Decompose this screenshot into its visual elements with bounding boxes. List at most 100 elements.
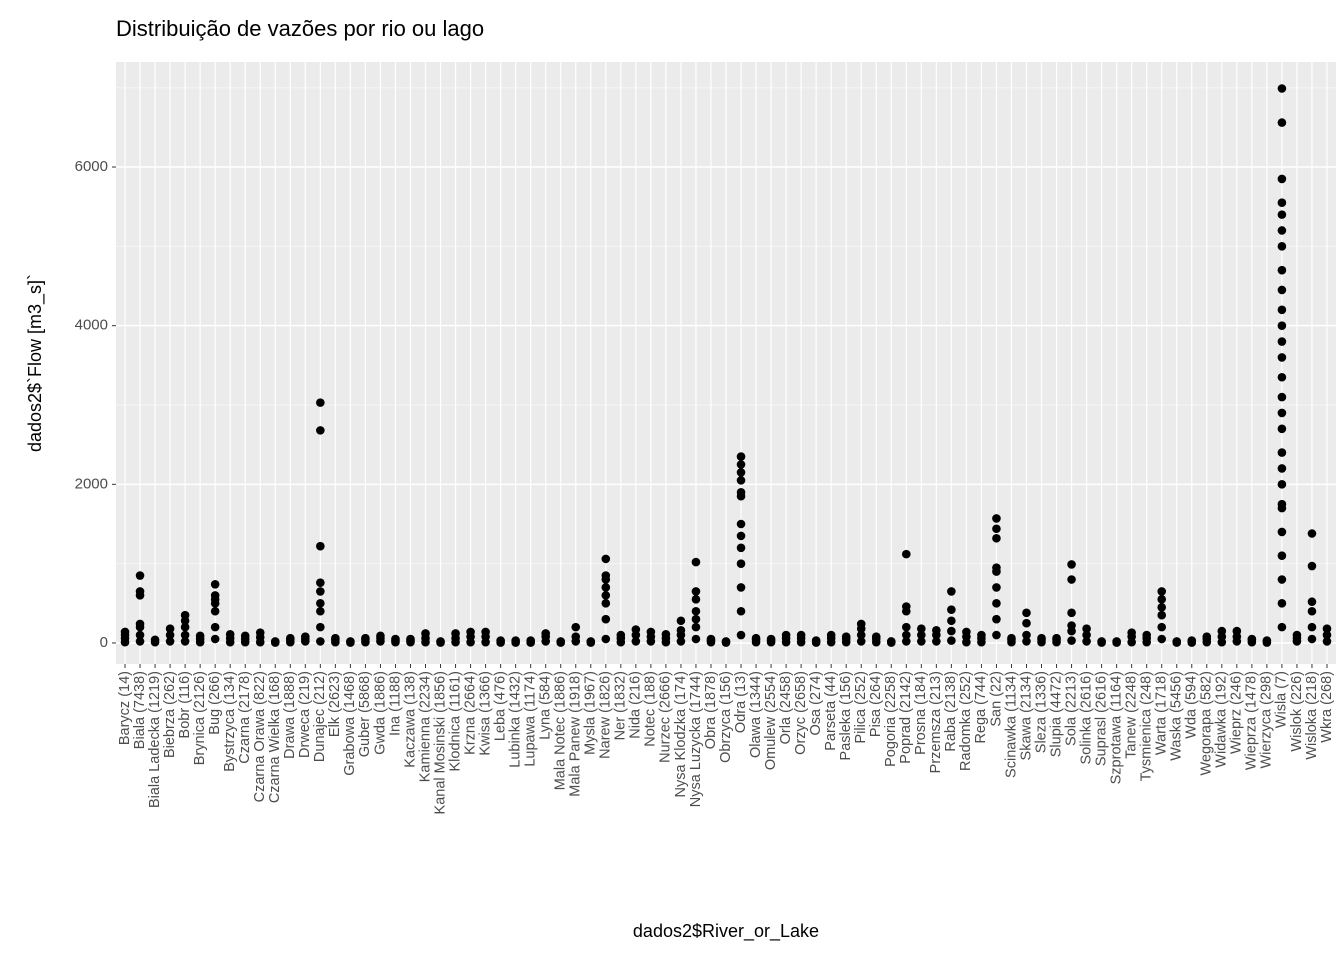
- point: [691, 622, 701, 632]
- y-axis-title: dados2$`Flow [m3_s]`: [25, 274, 46, 452]
- point: [947, 587, 956, 596]
- point: [1307, 606, 1317, 616]
- point: [316, 578, 325, 587]
- point: [947, 626, 956, 636]
- x-tick-label: Solinka (2616): [1078, 671, 1094, 765]
- point: [165, 630, 175, 640]
- point: [1277, 392, 1287, 402]
- point: [601, 614, 611, 624]
- point: [240, 631, 250, 641]
- point: [781, 630, 791, 640]
- point: [270, 637, 280, 646]
- point: [1322, 637, 1332, 646]
- x-tick-label: Orla (2458): [778, 671, 794, 744]
- point: [1112, 637, 1121, 646]
- point: [992, 563, 1001, 572]
- point: [210, 591, 220, 600]
- x-tick-label: Drawa (1888): [282, 671, 298, 759]
- point: [301, 632, 310, 641]
- point: [1082, 630, 1091, 640]
- x-tick-label: Wisloka (218): [1304, 671, 1320, 760]
- point: [1142, 630, 1151, 640]
- point: [1277, 622, 1287, 632]
- x-tick-label: Biebrza (262): [162, 671, 178, 758]
- point: [901, 630, 911, 640]
- x-tick-label: Nurzec (2666): [658, 671, 674, 763]
- x-tick-label: Obra (1878): [703, 671, 719, 749]
- y-tick-label: 4000: [75, 317, 108, 334]
- point: [691, 595, 701, 604]
- point: [1277, 305, 1287, 315]
- point: [1277, 226, 1287, 235]
- point: [1022, 637, 1031, 646]
- x-tick-label: Kamienna (2234): [417, 671, 433, 782]
- x-tick-label: Parseta (44): [823, 671, 839, 751]
- x-tick-label: Pisa (264): [868, 671, 884, 737]
- point: [195, 631, 205, 641]
- point: [1157, 602, 1167, 612]
- point: [316, 637, 325, 646]
- point: [511, 636, 520, 645]
- point: [601, 599, 611, 608]
- x-tick-label: Wda (594): [1184, 671, 1200, 739]
- point: [1097, 637, 1106, 646]
- x-tick-label: Przemsza (213): [928, 671, 944, 773]
- point: [135, 619, 145, 629]
- x-tick-label: Guber (5868): [357, 671, 373, 757]
- point: [1277, 527, 1287, 537]
- point: [992, 533, 1001, 543]
- point: [736, 630, 746, 640]
- x-tick-label: Wierzyca (298): [1259, 671, 1275, 769]
- point: [421, 629, 430, 638]
- point: [316, 599, 325, 608]
- x-tick-label: Nysa Klodzka (174): [673, 671, 689, 798]
- x-tick-label: Warta (1718): [1154, 671, 1170, 755]
- point: [917, 630, 926, 640]
- point: [736, 468, 746, 477]
- x-tick-label: Rega (744): [973, 671, 989, 744]
- point: [1157, 595, 1167, 604]
- point: [1172, 637, 1182, 646]
- point: [586, 637, 596, 646]
- x-tick-label: Skawa (2134): [1018, 671, 1034, 760]
- x-tick-label: Biala (7438): [132, 671, 148, 749]
- point: [150, 635, 160, 645]
- point: [1277, 551, 1287, 561]
- x-tick-label: Barycz (14): [117, 671, 133, 745]
- point: [736, 460, 746, 469]
- x-tick-label: Bug (266): [207, 671, 223, 735]
- point: [1277, 337, 1287, 346]
- point: [676, 625, 686, 635]
- point: [556, 637, 566, 646]
- point: [316, 622, 325, 632]
- x-tick-label: Wieprza (1478): [1244, 671, 1260, 770]
- y-tick-label: 2000: [75, 475, 108, 492]
- y-tick-label: 0: [100, 634, 108, 651]
- x-tick-label: Narew (1826): [598, 671, 614, 759]
- point: [210, 622, 220, 632]
- point: [886, 637, 896, 646]
- point: [496, 636, 505, 645]
- point: [1277, 448, 1287, 457]
- point: [1187, 636, 1197, 645]
- point: [316, 587, 325, 596]
- point: [1022, 618, 1031, 628]
- point: [601, 583, 611, 592]
- point: [135, 571, 145, 580]
- point: [796, 630, 806, 640]
- point: [932, 637, 941, 646]
- x-tick-label: Wkra (268): [1319, 671, 1335, 743]
- point: [676, 616, 686, 626]
- x-tick-label: Omulew (2554): [763, 671, 779, 770]
- point: [210, 634, 220, 644]
- point: [316, 426, 325, 435]
- point: [135, 637, 145, 646]
- point: [210, 606, 220, 616]
- point: [947, 616, 956, 626]
- x-tick-label: Radomka (252): [958, 671, 974, 771]
- point: [992, 599, 1001, 608]
- point: [901, 602, 911, 611]
- point: [811, 636, 821, 645]
- x-tick-label: Kwisa (1366): [477, 671, 493, 756]
- point: [1157, 587, 1167, 596]
